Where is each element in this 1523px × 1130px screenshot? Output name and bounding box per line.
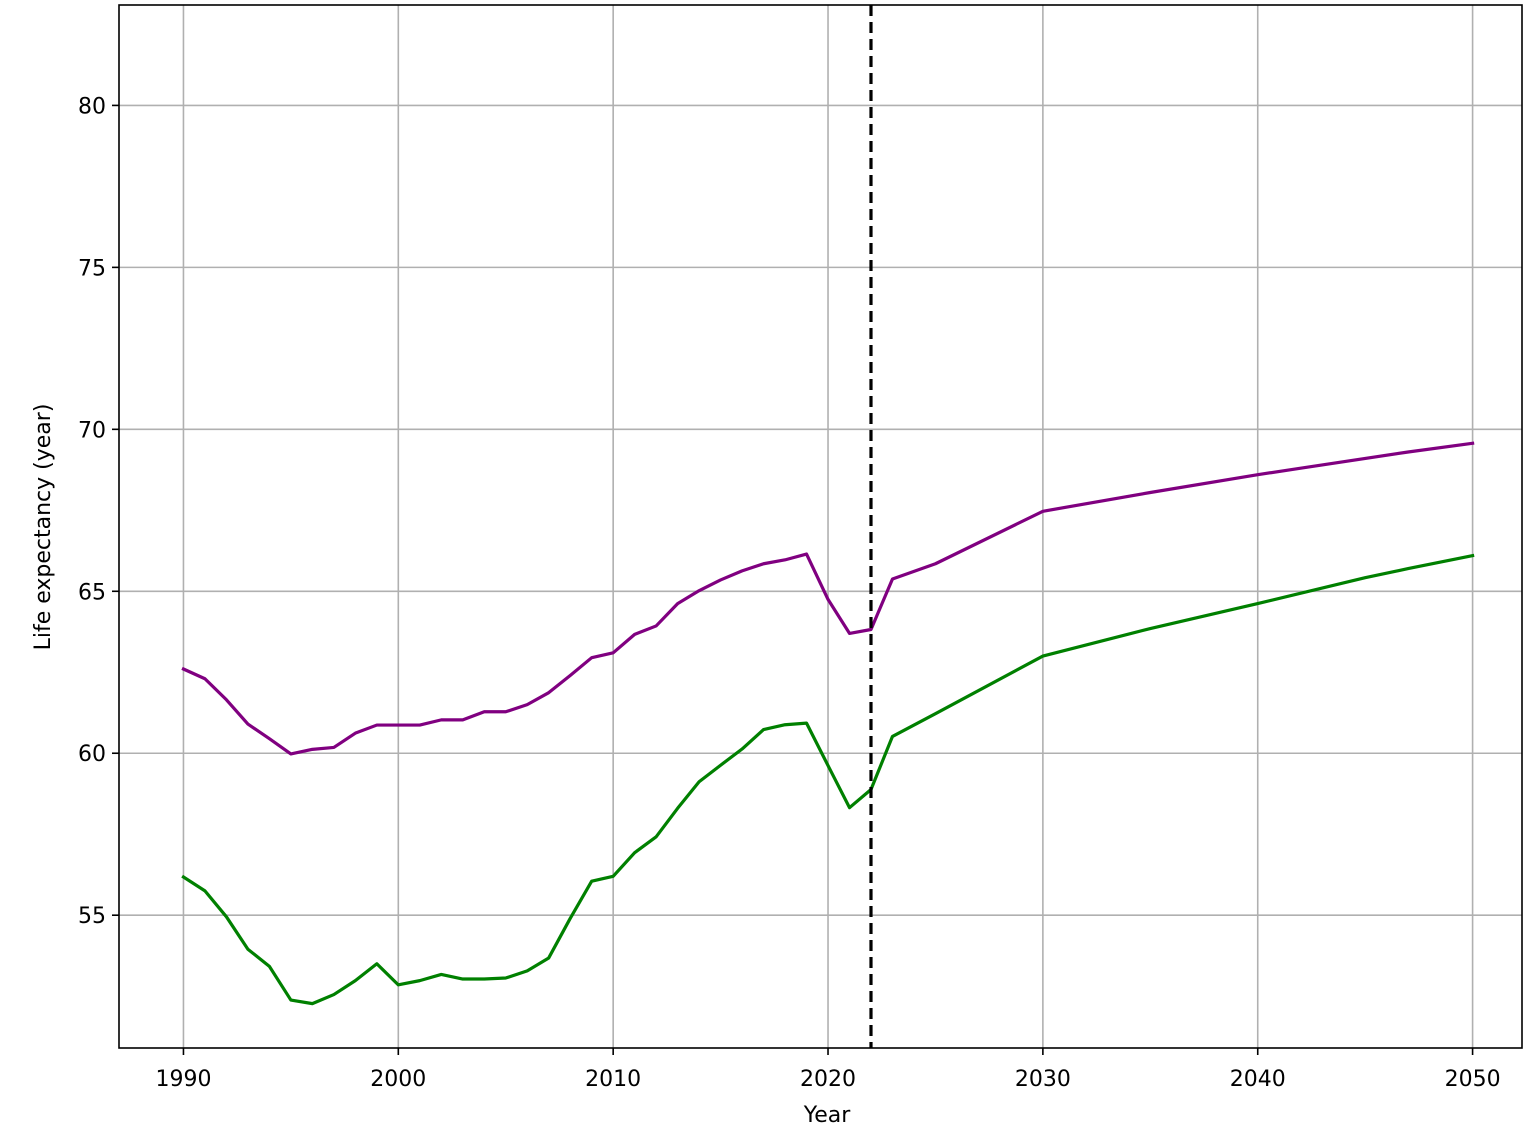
- x-tick-label: 2050: [1445, 1067, 1501, 1092]
- series-lines: [181, 441, 1475, 1006]
- x-tick-label: 2020: [800, 1067, 856, 1092]
- axis-ticks: 1990 2000 2010 2020 2030 2040 2050 55 60 65 70 75 80: [78, 94, 1501, 1092]
- y-axis-label: Life expectancy (year): [31, 404, 56, 651]
- x-axis-label: Year: [803, 1103, 852, 1128]
- y-tick-label: 55: [78, 904, 106, 929]
- plot-frame: [118, 4, 1523, 1049]
- series-line-2: [181, 553, 1475, 1006]
- grid-lines: [119, 5, 1522, 1048]
- series-line-1: [181, 441, 1475, 756]
- y-tick-label: 60: [78, 742, 106, 767]
- x-tick-label: 2010: [585, 1067, 641, 1092]
- x-tick-label: 1990: [155, 1067, 211, 1092]
- x-tick-label: 2030: [1015, 1067, 1071, 1092]
- y-tick-label: 65: [78, 580, 106, 605]
- x-tick-label: 2000: [370, 1067, 426, 1092]
- y-tick-label: 70: [78, 418, 106, 443]
- plot-background: [119, 5, 1522, 1048]
- x-tick-label: 2040: [1230, 1067, 1286, 1092]
- y-tick-label: 80: [78, 94, 106, 119]
- y-tick-label: 75: [78, 256, 106, 281]
